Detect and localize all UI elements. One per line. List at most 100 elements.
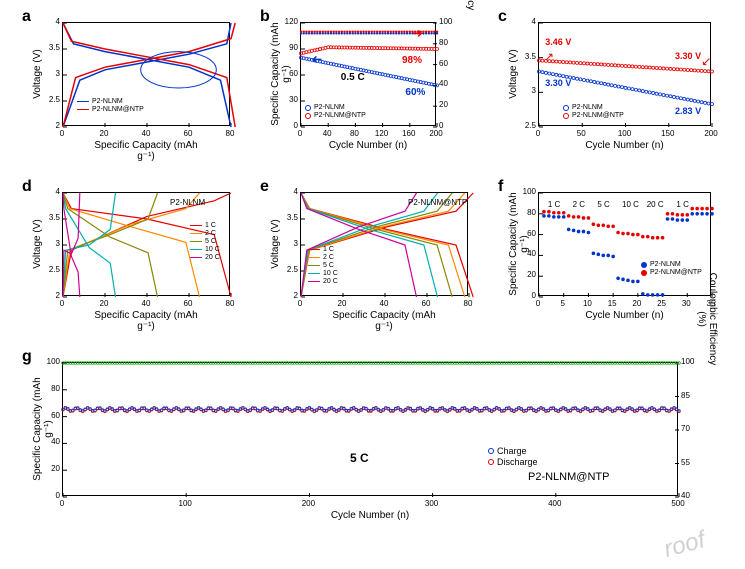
xtick: 40	[138, 299, 154, 308]
ytick2: 20	[439, 100, 448, 109]
ylabel: Specific Capacity (mAh g⁻¹)	[32, 374, 54, 484]
rate-label: 5 C	[597, 200, 609, 209]
ytick: 3	[278, 239, 298, 248]
panel-label-d: d	[22, 178, 32, 196]
watermark-text: roof	[661, 526, 708, 564]
xtick: 20	[96, 299, 112, 308]
xtick: 30	[678, 299, 694, 308]
panel-e: e02040608022.533.54Specific Capacity (mA…	[258, 178, 478, 328]
legend-c: P2-NLNMP2-NLNM@NTP	[563, 104, 624, 120]
ytick: 2	[278, 291, 298, 300]
xtick: 40	[138, 129, 154, 138]
ytick: 2.5	[40, 265, 60, 274]
ylabel: Voltage (V)	[32, 189, 43, 299]
rate-label: 1 C	[676, 200, 688, 209]
panel-label-e: e	[260, 178, 269, 196]
ylabel: Voltage (V)	[32, 19, 43, 129]
ytick: 3	[40, 239, 60, 248]
rate-label: 1 C	[548, 200, 560, 209]
xtick: 25	[654, 299, 670, 308]
xtick: 120	[374, 129, 390, 138]
arrow-left	[313, 56, 321, 62]
ytick: 3	[516, 86, 536, 95]
xtick: 400	[547, 499, 563, 508]
xtick: 150	[660, 129, 676, 138]
panel-g: g010020030040050002040608010040557085100…	[20, 348, 720, 528]
xtick: 40	[319, 129, 335, 138]
ytick2: 80	[439, 38, 448, 47]
panel-label-f: f	[498, 178, 503, 196]
xtick: 0	[530, 299, 546, 308]
xtick: 200	[703, 129, 719, 138]
xlabel: Cycle Number (n)	[570, 140, 680, 151]
xtick: 80	[222, 299, 238, 308]
ytick2: 85	[681, 391, 690, 400]
ytick: 2	[40, 121, 60, 130]
legend-b: P2-NLNMP2-NLNM@NTP	[305, 104, 366, 120]
xtick: 20	[96, 129, 112, 138]
ytick: 2	[40, 291, 60, 300]
xtick: 160	[401, 129, 417, 138]
annotation: 2.83 V	[675, 106, 701, 116]
xlabel: Specific Capacity (mAh g⁻¹)	[329, 310, 439, 332]
ytick: 2.5	[40, 95, 60, 104]
xtick: 15	[604, 299, 620, 308]
panel-f: f05101520253035020406080100Cycle Number …	[496, 178, 721, 328]
xtick: 200	[428, 129, 444, 138]
ytick: 3	[40, 69, 60, 78]
xlabel: Cycle Number (n)	[570, 310, 680, 321]
annotation: 3.30 V	[675, 51, 701, 61]
ytick2: 60	[439, 59, 448, 68]
xtick: 50	[573, 129, 589, 138]
xtick: 0	[54, 299, 70, 308]
ytick: 3.5	[40, 213, 60, 222]
panel-title: P2-NLNM@NTP	[408, 198, 467, 207]
annotation: 98%	[402, 55, 422, 66]
ytick2: 40	[439, 79, 448, 88]
xtick: 20	[334, 299, 350, 308]
annotation: 3.46 V	[545, 37, 571, 47]
title-g: P2-NLNM@NTP	[528, 471, 609, 483]
ytick: 0	[40, 491, 60, 500]
ytick2: 40	[681, 491, 690, 500]
xtick: 60	[180, 129, 196, 138]
ytick: 4	[278, 187, 298, 196]
annotation: 0.5 C	[341, 72, 365, 83]
xtick: 60	[418, 299, 434, 308]
annotation: 3.30 V	[545, 78, 571, 88]
legend-d: 1 C2 C5 C10 C20 C	[190, 222, 220, 262]
ylabel: Voltage (V)	[508, 19, 519, 129]
xtick: 80	[222, 129, 238, 138]
rate-label-g: 5 C	[350, 451, 369, 465]
panel-c: c0501001502002.533.54Cycle Number (n)Vol…	[496, 8, 721, 158]
rate-label: 20 C	[647, 200, 664, 209]
panel-label-c: c	[498, 8, 507, 26]
xlabel: Specific Capacity (mAh g⁻¹)	[91, 310, 201, 332]
ylabel: Voltage (V)	[270, 189, 281, 299]
xtick: 200	[300, 499, 316, 508]
ytick: 100	[40, 357, 60, 366]
xtick: 5	[555, 299, 571, 308]
rate-label: 10 C	[622, 200, 639, 209]
panel-title: P2-NLNM	[170, 198, 205, 207]
ytick2: 55	[681, 458, 690, 467]
xtick: 500	[670, 499, 686, 508]
ytick2: 70	[681, 424, 690, 433]
ylabel2: Coulombic Efficiency (%)	[454, 0, 476, 19]
xtick: 10	[579, 299, 595, 308]
xtick: 0	[292, 299, 308, 308]
xlabel: Specific Capacity (mAh g⁻¹)	[91, 140, 201, 162]
ytick2: 100	[439, 17, 452, 26]
xtick: 60	[180, 299, 196, 308]
xtick: 20	[629, 299, 645, 308]
legend-a: P2-NLNMP2-NLNM@NTP	[77, 98, 144, 114]
ytick: 4	[516, 17, 536, 26]
rate-label: 2 C	[573, 200, 585, 209]
xtick: 300	[424, 499, 440, 508]
ytick2: 100	[681, 357, 694, 366]
legend-g: ChargeDischarge	[488, 446, 538, 468]
ytick: 2.5	[278, 265, 298, 274]
panel-label-b: b	[260, 8, 270, 26]
xtick: 80	[346, 129, 362, 138]
ylabel: Specific Capacity (mAh g⁻¹)	[508, 189, 530, 299]
